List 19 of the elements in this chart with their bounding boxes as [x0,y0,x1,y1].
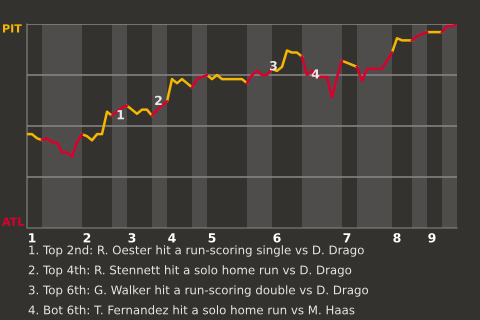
annotation: 3 [270,61,277,70]
text: 4. Bot 6th: T. Fernandez hit a solo home run vs M. Haas [28,305,354,314]
annotation: 2 [155,96,162,105]
x-tick-label: 9 [428,233,436,243]
x-tick-label: 3 [128,233,136,243]
text: 3. Top 6th: G. Walker hit a run-scoring double vs D. Drago [28,285,368,297]
x-tick-label: 5 [208,233,216,243]
x-tick-label: 4 [168,233,176,242]
text: ATL [2,218,24,226]
annotation: 1 [118,110,124,120]
x-tick-label: 1 [29,233,36,242]
text: PIT [3,24,22,32]
x-tick-label: 6 [273,233,281,243]
text: 1. Top 2nd: R. Oester hit a run-scoring single vs D. Drago [29,245,364,257]
x-tick-label: 7 [343,233,350,242]
x-tick-label: 8 [393,233,401,243]
text: 2. Top 4th: R. Stennett hit a solo home run vs D. Drago [28,265,352,277]
annotation: 4 [312,69,320,78]
x-tick-label: 2 [84,233,90,242]
